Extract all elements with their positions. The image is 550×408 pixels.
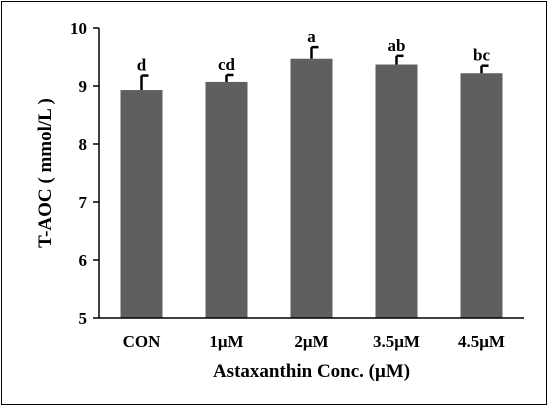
bar-3 bbox=[375, 64, 418, 318]
significance-labels-group: d cd a ab bc bbox=[137, 27, 491, 74]
y-axis-title: T-AOC ( mmol/L ) bbox=[35, 98, 56, 248]
significance-label-1: cd bbox=[218, 55, 236, 74]
y-axis: 5 6 7 8 9 10 bbox=[70, 19, 100, 328]
y-tick-label: 5 bbox=[79, 309, 88, 328]
bar-4 bbox=[460, 73, 503, 319]
x-tick-label-1: 1μM bbox=[209, 332, 243, 351]
significance-label-0: d bbox=[137, 56, 147, 75]
bars-group bbox=[120, 58, 503, 319]
x-tick-label-2: 2μM bbox=[294, 332, 328, 351]
y-tick-label: 6 bbox=[79, 251, 88, 270]
x-tick-label-3: 3.5μM bbox=[373, 332, 420, 351]
x-tick-label-4: 4.5μM bbox=[458, 332, 505, 351]
y-tick-label: 7 bbox=[79, 193, 88, 212]
bar-2 bbox=[290, 58, 333, 319]
significance-label-2: a bbox=[307, 27, 316, 46]
x-tick-label-0: CON bbox=[123, 332, 162, 351]
significance-label-3: ab bbox=[388, 36, 406, 55]
y-tick-label: 10 bbox=[70, 19, 87, 38]
bar-1 bbox=[205, 81, 248, 318]
y-tick-label: 8 bbox=[79, 135, 88, 154]
x-axis-title: Astaxanthin Conc. (μM) bbox=[213, 361, 410, 382]
significance-label-4: bc bbox=[473, 46, 490, 65]
x-axis: CON 1μM 2μM 3.5μM 4.5μM bbox=[99, 317, 524, 351]
bar-0 bbox=[120, 90, 163, 318]
y-tick-label: 9 bbox=[79, 77, 88, 96]
error-bars-group bbox=[140, 45, 489, 91]
